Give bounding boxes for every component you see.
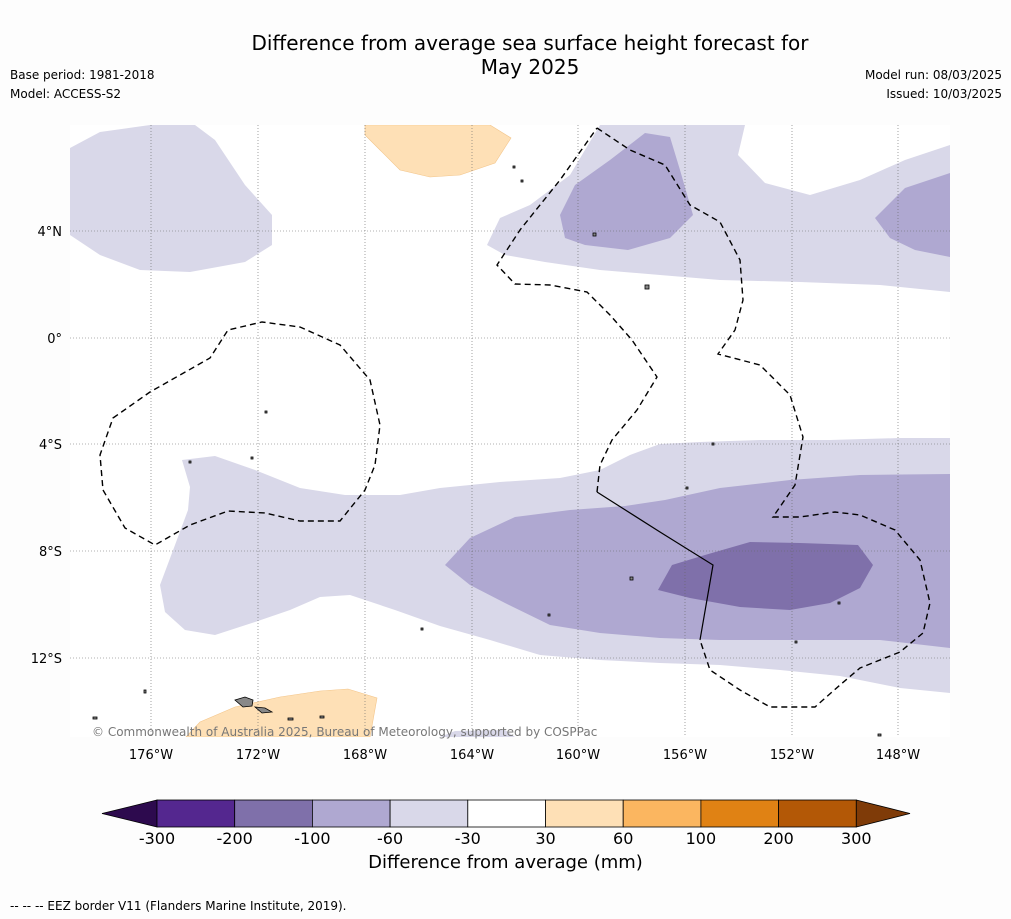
colorbar-segment [622,799,702,828]
colorbar-tick-label: -200 [217,829,253,848]
island-dot [319,715,325,719]
colorbar-segment [778,799,857,828]
island-dot [250,456,254,460]
colorbar-extend-low [101,799,158,828]
lon-label-148w: 148°W [876,748,920,763]
base-period: Base period: 1981-2018 [10,68,155,82]
islands [92,165,882,737]
map-copyright: © Commonwealth of Australia 2025, Bureau… [92,725,597,739]
colorbar-segment [156,799,236,828]
lon-label-160w: 160°W [556,748,600,763]
colorbar-tick-label: 100 [686,829,717,848]
colorbar-segment [700,799,780,828]
meta-left: Base period: 1981-2018 Model: ACCESS-S2 [10,66,155,104]
colorbar-extend-high [855,799,911,828]
anomaly-region-north-orange [364,125,512,178]
footnote: -- -- -- EEZ border V11 (Flanders Marine… [10,899,347,913]
island-dot [188,460,192,464]
colorbar-tick-label: 60 [613,829,633,848]
island-dot [877,733,882,737]
colorbar-segment [545,799,624,828]
model-run: Model run: 08/03/2025 [864,68,1002,82]
colorbar-tick-label: 200 [763,829,794,848]
anomaly-region-small-blob [440,730,515,737]
island-dot [644,284,650,290]
anomaly-region-south-orange [185,688,378,737]
island-dot [629,576,634,581]
lon-labels: 176°W 172°W 168°W 164°W 160°W 156°W 152°… [129,748,920,763]
eez-solid-border [596,491,714,641]
island-dot [287,717,294,721]
island-dot [711,442,715,446]
colorbar-tick-label: -100 [294,829,330,848]
issued-date: Issued: 10/03/2025 [886,87,1002,101]
island-upolu [253,706,274,714]
lon-label-176w: 176°W [129,748,173,763]
island-dot [420,627,424,631]
island-dot [837,601,841,605]
colorbar-segments [101,799,911,828]
anomaly-region-northeast-mid [875,173,950,257]
eez-borders [99,127,931,708]
model-name: Model: ACCESS-S2 [10,87,122,101]
lat-label-0: 0° [47,332,62,347]
map-title: Difference from average sea surface heig… [180,31,880,79]
island-dot [92,716,98,720]
gridlines [70,125,950,737]
lon-label-164w: 164°W [450,748,494,763]
lat-labels: 4°N 0° 4°S 8°S 12°S [31,225,62,667]
lat-label-8s: 8°S [39,545,62,560]
title-line-1: Difference from average sea surface heig… [251,31,809,55]
colorbar-tick-label: -300 [139,829,175,848]
anomaly-region-south-dark [658,542,873,610]
lon-label-152w: 152°W [770,748,814,763]
island-dot [794,640,798,644]
colorbar-ticks: -300 -200 -100 -60 -30 30 60 100 200 300 [139,829,872,848]
colorbar-segment [467,799,546,828]
colorbar-tick-label: -60 [377,829,403,848]
island-savaii [234,696,254,708]
meta-right: Model run: 08/03/2025 Issued: 10/03/2025 [865,66,1002,104]
colorbar-tick-label: -30 [455,829,481,848]
title-line-2: May 2025 [480,55,580,79]
island-dot [592,232,597,237]
colorbar-tick-label: 30 [535,829,555,848]
colorbar-segment [311,799,391,828]
lat-label-4n: 4°N [38,225,63,240]
island-dot [143,689,147,694]
lon-label-156w: 156°W [663,748,707,763]
colorbar-segment [234,799,313,828]
lat-label-4s: 4°S [39,438,62,453]
island-dot [264,410,268,414]
island-dot [512,165,516,169]
island-dot [547,613,551,617]
colorbar-segment [389,799,469,828]
colorbar-label: Difference from average (mm) [368,852,643,873]
island-dot [520,179,524,183]
colorbar-tick-label: 300 [841,829,872,848]
lon-label-172w: 172°W [236,748,280,763]
lat-label-12s: 12°S [31,652,62,667]
lon-label-168w: 168°W [343,748,387,763]
anomaly-region-nw [70,125,272,272]
island-dot [685,486,689,490]
